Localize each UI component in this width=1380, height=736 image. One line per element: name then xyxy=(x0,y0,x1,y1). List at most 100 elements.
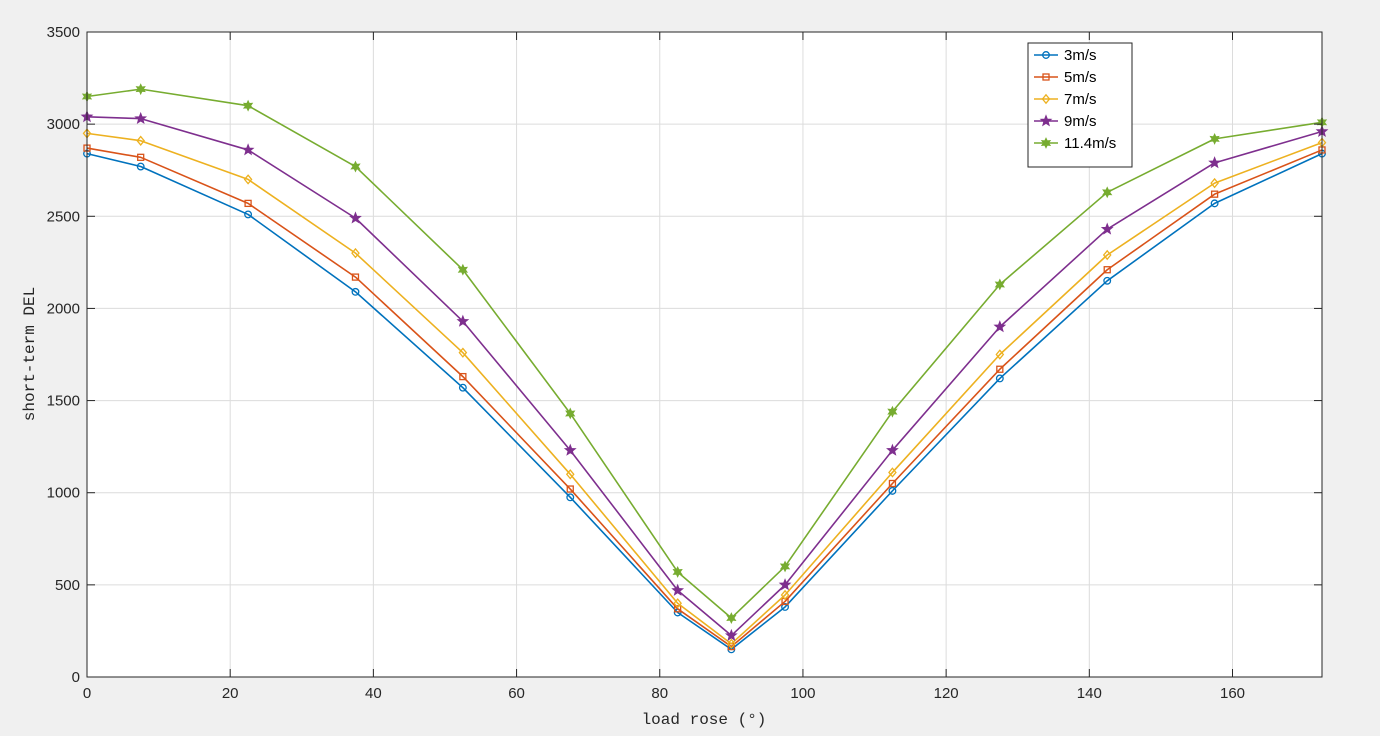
data-point xyxy=(726,612,737,624)
legend-item: 5m/s xyxy=(1034,69,1097,86)
legend-item: 11.4m/s xyxy=(1034,135,1116,152)
legend-label: 3m/s xyxy=(1064,47,1097,64)
legend-item: 3m/s xyxy=(1034,47,1097,64)
data-point xyxy=(458,347,468,358)
x-tick-label: 60 xyxy=(508,685,525,702)
data-point xyxy=(1103,266,1111,274)
data-point xyxy=(994,278,1005,291)
data-point xyxy=(349,211,362,224)
data-point xyxy=(458,383,467,392)
y-tick-label: 2000 xyxy=(47,300,80,317)
y-tick-label: 0 xyxy=(72,669,80,686)
legend-label: 11.4m/s xyxy=(1064,135,1116,152)
x-tick-label: 140 xyxy=(1077,685,1102,702)
data-point xyxy=(457,263,469,276)
data-point xyxy=(995,374,1004,383)
legend-marker xyxy=(1042,73,1050,81)
data-point xyxy=(565,407,576,420)
data-point xyxy=(780,589,790,601)
data-point xyxy=(136,135,146,146)
legend-marker xyxy=(1040,137,1052,149)
legend-marker xyxy=(1042,51,1050,59)
data-point xyxy=(671,583,685,596)
x-tick-label: 0 xyxy=(83,685,91,702)
y-tick-label: 500 xyxy=(55,577,80,594)
data-point xyxy=(566,493,575,502)
x-tick-label: 80 xyxy=(651,685,668,702)
data-point xyxy=(888,467,897,478)
legend-label: 9m/s xyxy=(1064,113,1097,130)
data-point xyxy=(673,598,682,609)
x-tick-label: 40 xyxy=(365,685,382,702)
ticks: 0 20 40 60 80 100 120 140 160 0 500 1000 1500 2000 250… xyxy=(47,24,1322,702)
data-point xyxy=(244,199,252,208)
x-tick-label: 20 xyxy=(222,685,239,702)
series-3 xyxy=(82,128,1327,650)
series-layer xyxy=(80,83,1329,654)
legend-label: 5m/s xyxy=(1064,69,1097,86)
data-point xyxy=(886,443,899,456)
data-point xyxy=(565,469,575,480)
y-tick-label: 2500 xyxy=(47,208,80,225)
data-point xyxy=(1102,186,1113,199)
x-tick-label: 160 xyxy=(1220,685,1245,702)
x-axis-label: load rose (°) xyxy=(642,711,767,729)
data-point xyxy=(566,485,574,493)
data-point xyxy=(781,603,789,611)
data-point xyxy=(1102,249,1112,261)
legend-marker xyxy=(1039,114,1053,127)
data-point xyxy=(134,111,148,125)
data-point xyxy=(351,287,360,296)
data-point xyxy=(1210,177,1219,189)
data-point xyxy=(1103,276,1112,285)
data-point xyxy=(244,210,253,219)
plot-area xyxy=(87,32,1322,677)
data-point xyxy=(351,273,360,281)
data-point xyxy=(996,365,1004,373)
data-point xyxy=(1210,190,1219,198)
y-tick-label: 1000 xyxy=(47,485,80,502)
data-point xyxy=(136,162,145,171)
legend-label: 7m/s xyxy=(1064,91,1097,108)
legend-item: 7m/s xyxy=(1034,91,1097,108)
data-point xyxy=(1210,199,1219,208)
data-point xyxy=(242,99,254,112)
data-point xyxy=(563,443,577,456)
plot-frame xyxy=(86,31,1323,678)
data-point xyxy=(350,160,361,173)
series-line xyxy=(86,147,1323,648)
data-point xyxy=(135,83,146,96)
y-axis-label: short-term DEL xyxy=(21,287,39,421)
data-point xyxy=(995,349,1005,360)
x-tick-label: 100 xyxy=(790,685,815,702)
data-point xyxy=(887,405,898,418)
data-point xyxy=(888,479,897,488)
series-line xyxy=(86,115,1323,637)
data-point xyxy=(243,174,253,185)
y-tick-label: 3500 xyxy=(47,24,80,41)
series-line xyxy=(86,132,1323,645)
x-tick-label: 120 xyxy=(934,685,959,702)
data-point xyxy=(1208,156,1221,169)
data-point xyxy=(459,372,467,381)
series-line xyxy=(86,152,1323,651)
data-point xyxy=(1209,132,1220,145)
data-point xyxy=(888,486,897,495)
data-point xyxy=(456,314,470,327)
series-line xyxy=(86,88,1323,619)
legend: 3m/s 5m/s 7m/s 9m/s 11.4m/s xyxy=(1027,42,1133,168)
data-point xyxy=(674,605,682,613)
data-point xyxy=(672,566,683,578)
legend-marker xyxy=(1041,93,1051,105)
data-point xyxy=(1100,222,1114,235)
data-point xyxy=(351,247,360,259)
y-tick-label: 3000 xyxy=(47,116,80,133)
data-point xyxy=(727,638,736,650)
data-point xyxy=(241,143,255,156)
data-point xyxy=(724,628,738,641)
data-point xyxy=(778,578,792,591)
y-tick-label: 1500 xyxy=(47,393,80,410)
legend-item: 9m/s xyxy=(1034,113,1097,130)
data-point xyxy=(779,560,791,573)
